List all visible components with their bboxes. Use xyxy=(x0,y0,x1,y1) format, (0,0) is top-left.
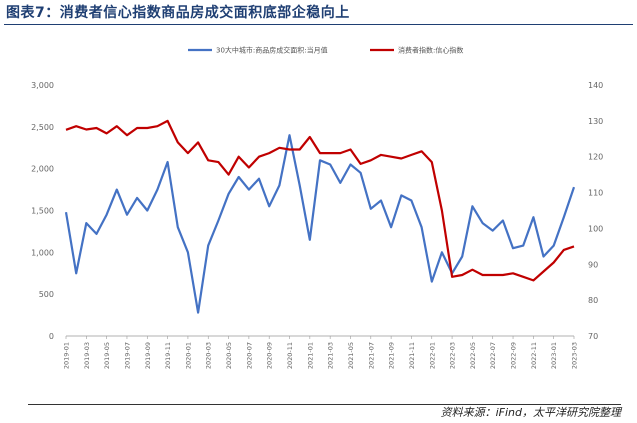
y-left-tick-label: 1,000 xyxy=(31,248,54,257)
x-tick-label: 2019-01 xyxy=(63,342,71,369)
page-title: 图表7：消费者信心指数商品房成交面积底部企稳向上 xyxy=(6,5,350,21)
title-divider xyxy=(4,24,633,25)
y-left-tick-label: 0 xyxy=(49,332,54,341)
footer-divider xyxy=(28,404,621,405)
legend-label-transaction-area: 30大中城市:商品房成交面积:当月值 xyxy=(216,46,328,55)
x-tick-label: 2019-07 xyxy=(123,342,131,369)
x-tick-label: 2021-05 xyxy=(347,342,355,369)
x-tick-label: 2019-05 xyxy=(103,342,111,369)
x-tick-label: 2021-03 xyxy=(327,342,335,369)
x-tick-label: 2019-03 xyxy=(83,342,91,369)
x-tick-label: 2023-03 xyxy=(571,342,579,369)
x-tick-label: 2022-11 xyxy=(530,342,538,369)
x-tick-label: 2022-09 xyxy=(510,342,518,369)
legend-label-confidence-index: 消费者指数:信心指数 xyxy=(398,46,463,55)
x-tick-label: 2020-11 xyxy=(286,342,294,369)
y-right-tick-label: 90 xyxy=(588,260,598,269)
y-left-tick-label: 2,000 xyxy=(31,165,54,174)
x-tick-label: 2021-11 xyxy=(408,342,416,369)
x-tick-label: 2022-01 xyxy=(428,342,436,369)
y-right-tick-label: 70 xyxy=(588,332,598,341)
x-tick-label: 2022-05 xyxy=(469,342,477,369)
x-tick-label: 2021-07 xyxy=(367,342,375,369)
x-tick-label: 2020-09 xyxy=(266,342,274,369)
y-left-tick-label: 1,500 xyxy=(31,207,54,216)
y-right-tick-label: 100 xyxy=(588,224,603,233)
x-tick-label: 2022-03 xyxy=(449,342,457,369)
y-left-tick-label: 500 xyxy=(39,290,54,299)
source-note: 资料来源：iFind，太平洋研究院整理 xyxy=(440,406,621,419)
y-right-tick-label: 140 xyxy=(588,81,603,90)
x-tick-label: 2020-03 xyxy=(205,342,213,369)
y-right-tick-label: 80 xyxy=(588,296,598,305)
x-tick-label: 2019-09 xyxy=(144,342,152,369)
y-right-tick-label: 110 xyxy=(588,189,603,198)
x-tick-label: 2020-01 xyxy=(184,342,192,369)
y-left-tick-label: 2,500 xyxy=(31,123,54,132)
x-tick-label: 2019-11 xyxy=(164,342,172,369)
series-line-confidence-index xyxy=(65,119,575,282)
y-right-tick-label: 130 xyxy=(588,117,603,126)
y-right-tick-label: 120 xyxy=(588,153,603,162)
x-tick-label: 2022-07 xyxy=(489,342,497,369)
y-left-tick-label: 3,000 xyxy=(31,81,54,90)
series-line-transaction-area xyxy=(64,134,576,314)
x-tick-label: 2020-07 xyxy=(245,342,253,369)
x-tick-label: 2020-05 xyxy=(225,342,233,369)
x-tick-label: 2021-01 xyxy=(306,342,314,369)
x-tick-label: 2021-09 xyxy=(388,342,396,369)
x-tick-label: 2023-01 xyxy=(550,342,558,369)
